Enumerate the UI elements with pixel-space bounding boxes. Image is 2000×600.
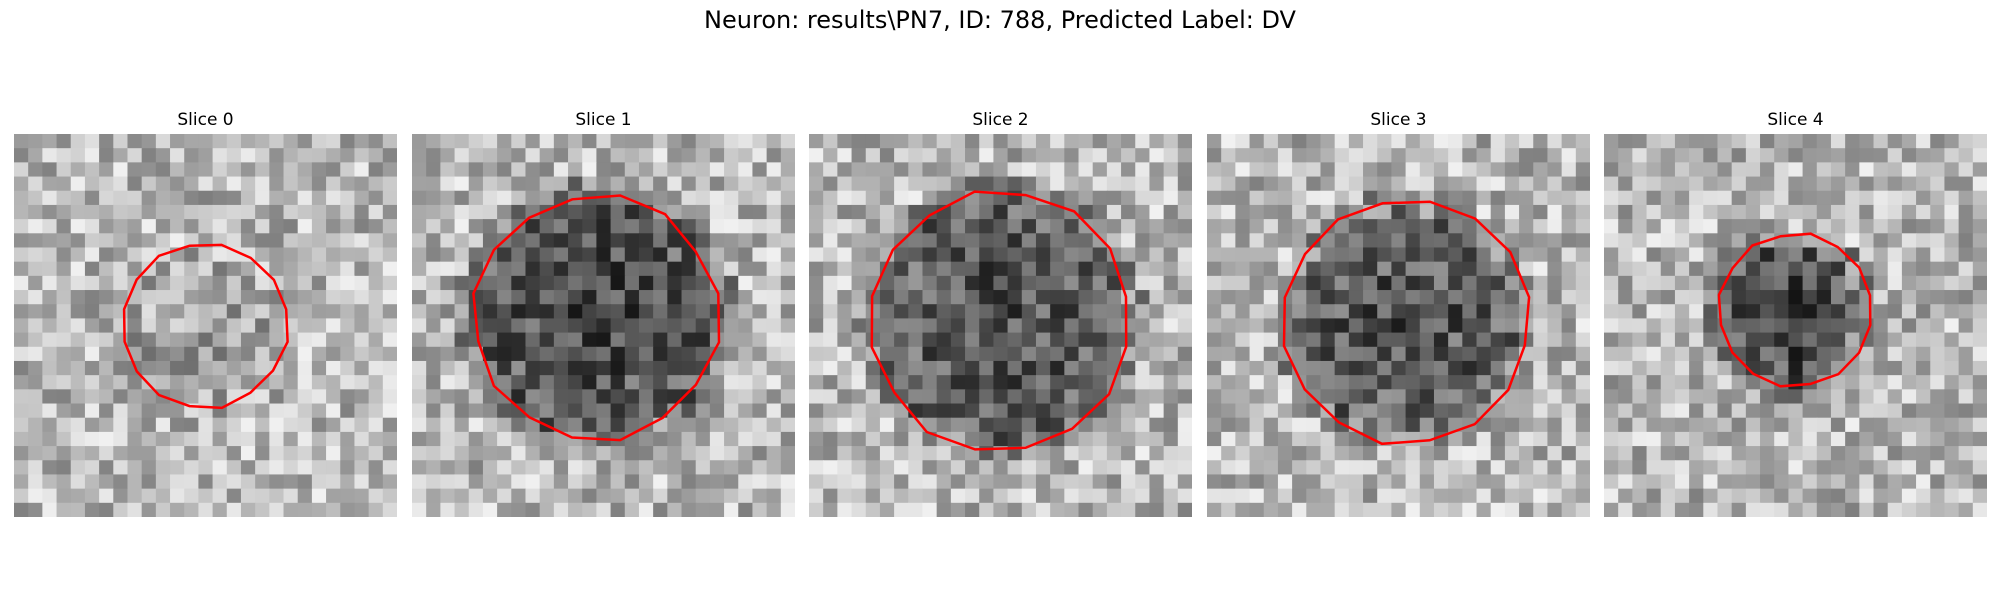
contour-outline	[122, 243, 289, 410]
slice-title-2: Slice 2	[972, 110, 1029, 130]
slice-image-0	[14, 134, 397, 517]
slice-image-3	[1207, 134, 1590, 517]
slice-title-0: Slice 0	[177, 110, 234, 130]
contour-outline	[1282, 200, 1531, 446]
slice-image-1	[412, 134, 795, 517]
slice-title-4: Slice 4	[1767, 110, 1824, 130]
slice-title-3: Slice 3	[1370, 110, 1427, 130]
slice-image-4	[1604, 134, 1987, 517]
slice-image-2	[809, 134, 1192, 517]
contour-outline	[1717, 232, 1872, 388]
contour-outline	[472, 194, 721, 442]
contour-outline	[870, 190, 1128, 451]
slice-title-1: Slice 1	[575, 110, 632, 130]
figure-title: Neuron: results\PN7, ID: 788, Predicted …	[704, 6, 1296, 34]
